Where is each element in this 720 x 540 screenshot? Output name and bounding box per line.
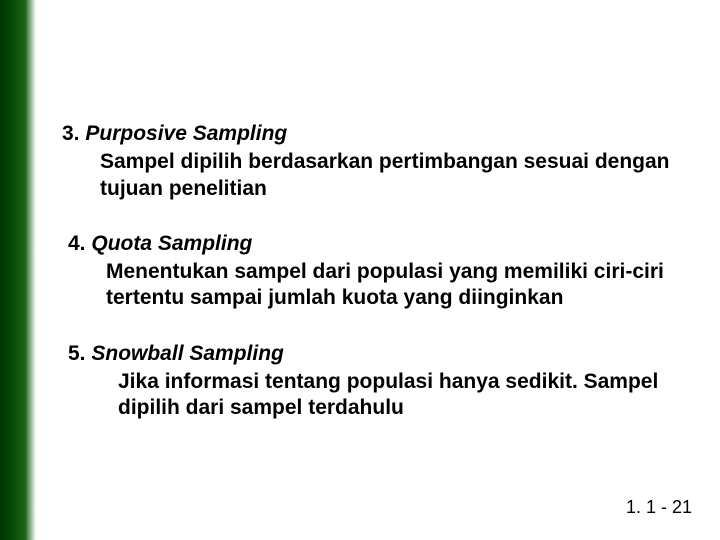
page-number: 1. 1 - 21: [626, 497, 692, 518]
section-4-heading: 4. Quota Sampling: [62, 230, 682, 257]
section-3-heading: 3. Purposive Sampling: [62, 120, 682, 147]
sidebar-gradient: [0, 0, 36, 540]
section-4-title: Quota Sampling: [91, 232, 252, 255]
section-4: 4. Quota Sampling Menentukan sampel dari…: [62, 230, 682, 312]
section-3-number: 3.: [62, 122, 80, 145]
section-5-heading: 5. Snowball Sampling: [62, 340, 682, 367]
section-4-number: 4.: [68, 232, 86, 255]
section-5-number: 5.: [68, 342, 86, 365]
slide-content: 3. Purposive Sampling Sampel dipilih ber…: [62, 120, 682, 449]
section-5-title: Snowball Sampling: [91, 342, 284, 365]
section-5: 5. Snowball Sampling Jika informasi tent…: [62, 340, 682, 422]
section-5-body: Jika informasi tentang populasi hanya se…: [62, 369, 682, 422]
section-4-body: Menentukan sampel dari populasi yang mem…: [62, 259, 682, 312]
section-3: 3. Purposive Sampling Sampel dipilih ber…: [62, 120, 682, 202]
section-3-title: Purposive Sampling: [85, 122, 287, 145]
section-3-body: Sampel dipilih berdasarkan pertimbangan …: [62, 149, 682, 202]
